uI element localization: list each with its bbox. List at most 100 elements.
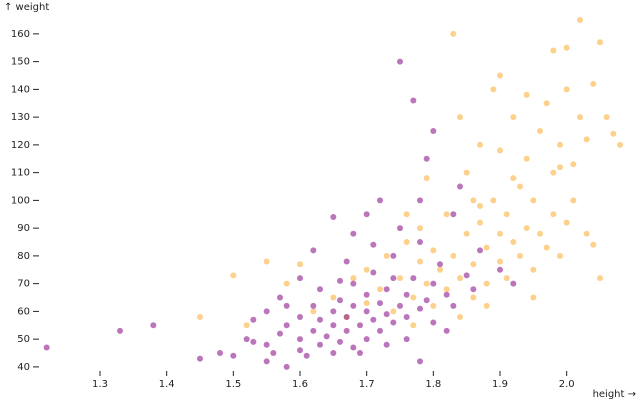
point: [557, 141, 563, 148]
point: [443, 291, 450, 298]
point: [617, 141, 623, 148]
point: [590, 241, 597, 248]
point: [503, 211, 510, 218]
point: [230, 272, 237, 279]
point: [370, 241, 377, 248]
point: [310, 327, 317, 334]
point: [450, 30, 457, 37]
point: [350, 302, 357, 309]
point: [563, 44, 570, 51]
point: [603, 114, 610, 121]
point: [563, 219, 570, 226]
point: [310, 247, 317, 254]
point: [390, 275, 397, 282]
point: [477, 247, 483, 254]
point: [437, 266, 443, 273]
point: [450, 302, 457, 309]
point: [197, 313, 203, 320]
point: [457, 183, 463, 190]
point: [463, 272, 470, 279]
point: [497, 72, 503, 79]
point: [263, 308, 270, 315]
point: [403, 336, 410, 343]
y-axis-label: ↑ weight: [4, 2, 49, 13]
y-tick-label: 50: [17, 334, 30, 345]
point: [397, 58, 403, 65]
point: [530, 197, 537, 204]
point: [497, 258, 503, 265]
y-tick-label: 150: [11, 57, 30, 68]
point: [477, 141, 483, 148]
point: [363, 336, 370, 343]
point: [357, 322, 363, 329]
point: [530, 266, 537, 273]
point: [230, 352, 237, 359]
point: [403, 211, 410, 218]
point: [470, 261, 477, 268]
point: [343, 313, 350, 320]
point: [470, 286, 477, 293]
x-tick-label: 1.6: [292, 379, 308, 390]
point: [403, 291, 410, 298]
point: [497, 147, 503, 154]
point: [463, 230, 470, 237]
point: [577, 17, 583, 23]
point: [263, 358, 270, 365]
point: [330, 350, 337, 357]
point: [363, 266, 370, 273]
point: [430, 128, 437, 135]
y-tick-label: 120: [11, 140, 30, 151]
point: [350, 275, 357, 282]
y-tick-label: 110: [11, 168, 30, 179]
point: [337, 338, 343, 345]
point: [243, 322, 250, 329]
point: [343, 327, 350, 334]
point: [610, 130, 617, 137]
point: [490, 197, 497, 204]
point: [317, 341, 323, 348]
point: [430, 302, 437, 309]
point: [350, 344, 357, 351]
point: [510, 280, 517, 287]
point: [330, 294, 337, 301]
point: [397, 302, 403, 309]
point: [383, 286, 390, 293]
point: [423, 280, 430, 287]
point: [250, 338, 257, 345]
y-tick-label: 90: [17, 223, 30, 234]
point: [377, 300, 383, 307]
point: [517, 183, 523, 190]
point: [530, 294, 537, 301]
point: [597, 39, 603, 46]
point: [43, 344, 50, 351]
point: [543, 244, 550, 251]
point: [510, 114, 517, 121]
point: [490, 86, 497, 93]
x-tick-label: 2.0: [559, 379, 575, 390]
point: [457, 275, 463, 282]
point: [310, 308, 317, 315]
point: [330, 308, 337, 315]
point: [550, 169, 557, 176]
point: [390, 252, 397, 259]
point: [463, 169, 470, 176]
point: [317, 316, 323, 323]
x-tick-label: 1.3: [92, 379, 108, 390]
y-tick-label: 140: [11, 84, 30, 95]
point: [470, 294, 477, 301]
point: [283, 363, 290, 370]
point: [450, 211, 457, 218]
y-tick-label: 130: [11, 112, 30, 123]
point: [417, 305, 423, 312]
point: [370, 269, 377, 276]
point: [217, 350, 223, 357]
point: [423, 175, 430, 182]
point: [357, 350, 363, 357]
point: [450, 252, 457, 259]
point: [390, 319, 397, 326]
point: [363, 300, 370, 307]
point: [430, 319, 437, 326]
point: [417, 358, 423, 365]
point: [310, 302, 317, 309]
point: [523, 155, 530, 162]
